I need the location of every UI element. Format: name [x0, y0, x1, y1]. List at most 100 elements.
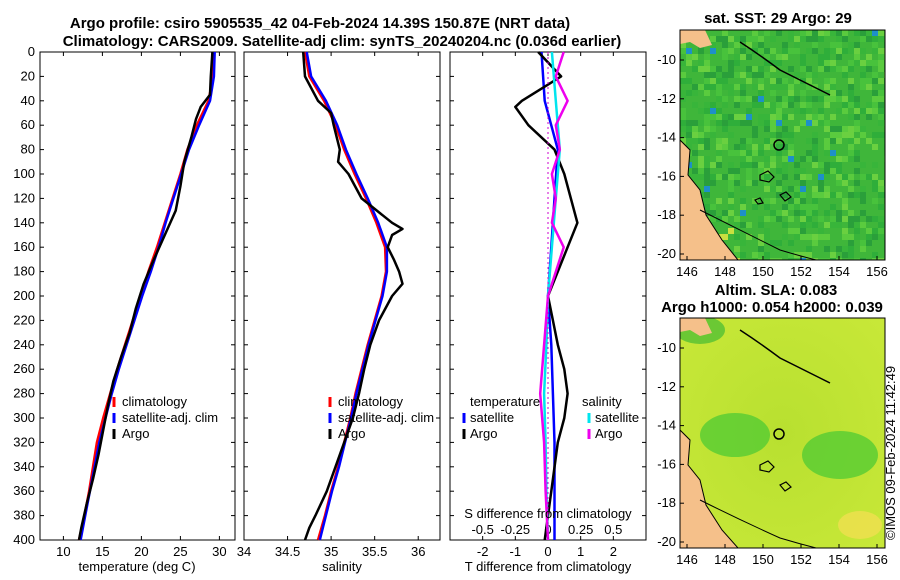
xtick-label: 30 [212, 544, 226, 559]
ytick-label: 200 [13, 288, 35, 303]
xtick-label: 10 [56, 544, 70, 559]
sla-map-frame [679, 317, 886, 549]
temperature-axes [39, 51, 236, 541]
s-tick-label: 0.5 [604, 522, 622, 537]
ytick-label: 120 [13, 190, 35, 205]
sst-map-frame [679, 29, 886, 261]
ytick-label: 40 [21, 93, 35, 108]
land-new-guinea [680, 30, 712, 48]
map-ytick-label: -12 [657, 91, 676, 106]
sst-map-title: sat. SST: 29 Argo: 29 [704, 10, 852, 27]
map-xtick-label: 154 [828, 264, 850, 279]
ytick-label: 280 [13, 386, 35, 401]
islands-outline [739, 41, 831, 96]
xtick-label: 20 [134, 544, 148, 559]
legend-climatology: climatology [338, 394, 404, 409]
sst-map [680, 30, 885, 260]
argo-position-marker [773, 139, 785, 151]
legend-salinity-title: salinity [582, 394, 622, 409]
s-tick-label: 0.25 [568, 522, 593, 537]
ytick-label: 160 [13, 239, 35, 254]
xtick-label: 35 [324, 544, 338, 559]
legend-temperature-title: temperature [470, 394, 540, 409]
xtick-label: 0 [544, 544, 551, 559]
legend-t-argo: Argo [470, 426, 497, 441]
map-ytick-label: -16 [657, 456, 676, 471]
map-xtick-label: 152 [790, 552, 812, 567]
legend-argo: Argo [122, 426, 149, 441]
salinity-legend: climatology satellite-adj. clim Argo [328, 394, 434, 441]
legend-argo: Argo [338, 426, 365, 441]
land-australia [680, 429, 739, 548]
title-line-2: Climatology: CARS2009. Satellite-adj cli… [63, 33, 622, 50]
xtick-label: 1 [577, 544, 584, 559]
reef-contour [699, 209, 819, 260]
series-satellite-adj-clim [305, 51, 389, 541]
legend-t-satellite: satellite [470, 410, 514, 425]
xtick-label: 15 [95, 544, 109, 559]
ytick-label: 0 [28, 44, 35, 59]
legend-satellite: satellite-adj. clim [338, 410, 434, 425]
ytick-label: 140 [13, 215, 35, 230]
map-ytick-label: -10 [657, 52, 676, 67]
series-argo [301, 51, 404, 541]
xtick-label: 35.5 [362, 544, 387, 559]
map-ytick-label: -12 [657, 379, 676, 394]
ytick-label: 220 [13, 312, 35, 327]
series-layer [77, 51, 579, 541]
map-ytick-label: -16 [657, 168, 676, 183]
map-xtick-label: 150 [752, 264, 774, 279]
map-xtick-label: 152 [790, 264, 812, 279]
ytick-label: 400 [13, 532, 35, 547]
ytick-label: 100 [13, 166, 35, 181]
xtick-label: -2 [477, 544, 489, 559]
temperature-legend: climatology satellite-adj. clim Argo [112, 394, 218, 441]
salinity-axes [243, 51, 441, 541]
ytick-label: 340 [13, 459, 35, 474]
ytick-label: 300 [13, 410, 35, 425]
ytick-label: 60 [21, 117, 35, 132]
xtick-label: 2 [610, 544, 617, 559]
map-xtick-label: 146 [676, 264, 698, 279]
legend-s-satellite: satellite [595, 410, 639, 425]
title-line-1: Argo profile: csiro 5905535_42 04-Feb-20… [70, 15, 570, 32]
temperature-xlabel: temperature (deg C) [78, 559, 195, 574]
series-satellite-adj-clim [79, 51, 216, 541]
series-argo [77, 51, 214, 541]
map-xtick-label: 146 [676, 552, 698, 567]
salinity-xlabel: salinity [322, 559, 362, 574]
series-t-argo [514, 51, 579, 541]
map-ytick-label: -20 [657, 246, 676, 261]
map-ytick-label: -20 [657, 534, 676, 549]
series-s-argo [538, 51, 569, 541]
legend-climatology: climatology [122, 394, 188, 409]
imos-credit: ©IMOS 09-Feb-2024 11:42:49 [883, 366, 898, 540]
ytick-label: 360 [13, 483, 35, 498]
t-difference-xlabel: T difference from climatology [465, 559, 632, 574]
map-xtick-label: 156 [866, 264, 888, 279]
series-climatology [303, 51, 388, 541]
ytick-label: 260 [13, 361, 35, 376]
sla-map-title-1: Altim. SLA: 0.083 [715, 282, 838, 299]
s-difference-label: S difference from climatology [464, 506, 632, 521]
coral-sea-islands [754, 170, 792, 205]
map-ytick-label: -18 [657, 207, 676, 222]
map-xtick-label: 148 [714, 264, 736, 279]
ytick-label: 180 [13, 264, 35, 279]
xtick-label: 34 [237, 544, 251, 559]
land-australia [680, 139, 739, 260]
difference-legend: temperature satellite Argo salinity sate… [462, 394, 639, 441]
xtick-label: 36 [411, 544, 425, 559]
ytick-label: 20 [21, 68, 35, 83]
map-ytick-label: -10 [657, 340, 676, 355]
sla-map-title-2: Argo h1000: 0.054 h2000: 0.039 [661, 299, 883, 316]
map-ytick-label: -14 [657, 130, 676, 145]
s-tick-label: -0.25 [501, 522, 531, 537]
map-ytick-label: -14 [657, 418, 676, 433]
xtick-label: -1 [510, 544, 522, 559]
legend-s-argo: Argo [595, 426, 622, 441]
sla-map [680, 318, 885, 548]
map-xtick-label: 156 [866, 552, 888, 567]
